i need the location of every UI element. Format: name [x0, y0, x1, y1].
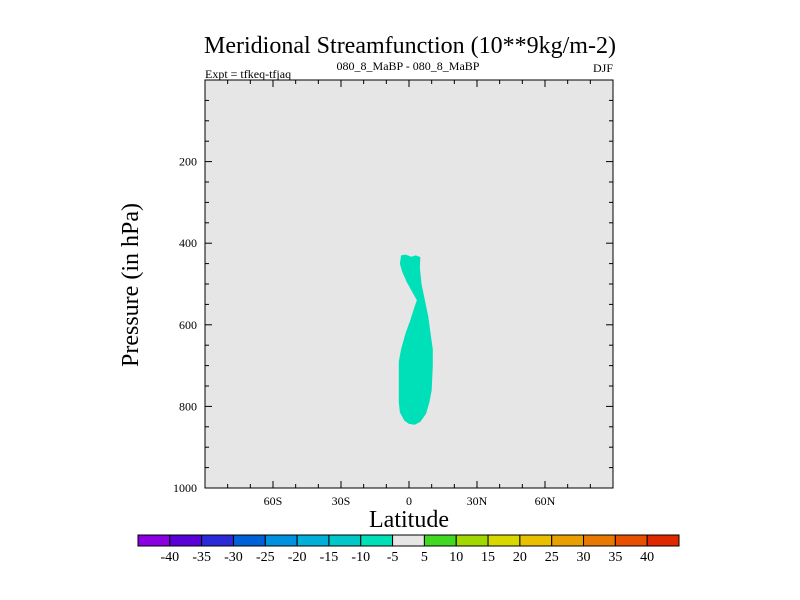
- colorbar-label: 35: [608, 550, 622, 565]
- colorbar-swatch: [392, 534, 425, 547]
- x-tick-label: 60N: [535, 494, 556, 508]
- colorbar-label: 40: [640, 550, 654, 565]
- colorbar-swatch: [201, 534, 234, 547]
- colorbar-label: 5: [421, 550, 428, 565]
- chart-subtitle-left: Expt = tfkeq-tfjaq: [205, 67, 291, 81]
- colorbar-swatch: [646, 534, 680, 547]
- x-tick-label: 30N: [467, 494, 488, 508]
- x-tick-label: 30S: [332, 494, 351, 508]
- chart-subtitle-center: 080_8_MaBP - 080_8_MaBP: [337, 59, 480, 73]
- colorbar-label: 10: [449, 550, 463, 565]
- colorbar-swatch: [360, 534, 394, 547]
- colorbar-swatch: [296, 534, 330, 547]
- colorbar-swatch: [232, 534, 266, 547]
- x-tick-label: 60S: [264, 494, 283, 508]
- colorbar-swatch: [264, 534, 298, 547]
- colorbar-label: 15: [481, 550, 495, 565]
- x-axis: 60S 30S 0 30N 60N: [227, 80, 591, 508]
- colorbar-label: -40: [160, 550, 179, 565]
- colorbar-swatch: [519, 534, 553, 547]
- y-tick-label: 1000: [173, 481, 197, 495]
- y-tick-label: 400: [179, 236, 197, 250]
- colorbar-label: -30: [224, 550, 243, 565]
- colorbar: -40 -35 -30 -25 -20 -15 -10 -5 5 10 15 20 25 30 35 40: [137, 534, 680, 565]
- colorbar-label: -10: [351, 550, 370, 565]
- colorbar-label: -20: [288, 550, 307, 565]
- colorbar-swatch: [583, 534, 616, 547]
- colorbar-label: 25: [545, 550, 559, 565]
- colorbar-label: -15: [320, 550, 339, 565]
- colorbar-swatch: [423, 534, 457, 547]
- y-tick-label: 800: [179, 399, 197, 413]
- chart-title: Meridional Streamfunction (10**9kg/m-2): [204, 33, 616, 59]
- colorbar-swatch: [614, 534, 648, 547]
- colorbar-swatch: [169, 534, 203, 547]
- colorbar-swatch: [455, 534, 489, 547]
- colorbar-swatch: [328, 534, 362, 547]
- colorbar-label: 20: [513, 550, 527, 565]
- colorbar-label: 30: [577, 550, 591, 565]
- chart-subtitle-right: DJF: [593, 61, 613, 75]
- x-tick-label: 0: [406, 494, 412, 508]
- colorbar-swatch: [137, 534, 171, 547]
- colorbar-label: -35: [192, 550, 211, 565]
- colorbar-swatch: [551, 534, 585, 547]
- y-tick-label: 200: [179, 155, 197, 169]
- colorbar-swatch: [487, 534, 521, 547]
- colorbar-label: -5: [387, 550, 399, 565]
- x-axis-label: Latitude: [369, 507, 449, 533]
- y-axis-label: Pressure (in hPa): [118, 203, 144, 367]
- contour-region-neg10-neg5: [398, 254, 433, 425]
- y-axis: 200 400 600 800 1000: [173, 79, 613, 495]
- colorbar-label: -25: [256, 550, 275, 565]
- y-tick-label: 600: [179, 318, 197, 332]
